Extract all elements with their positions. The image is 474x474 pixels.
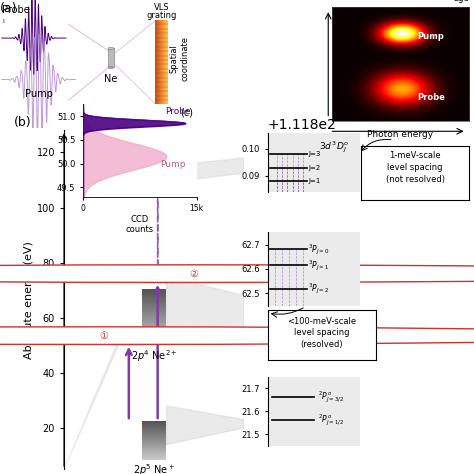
X-axis label: CCD
counts: CCD counts (126, 215, 154, 234)
Text: $2p^4$ Ne$^{2+}$: $2p^4$ Ne$^{2+}$ (131, 348, 177, 364)
Text: Probe: Probe (2, 5, 29, 15)
Polygon shape (114, 21, 155, 54)
Text: age: age (454, 0, 469, 2)
Text: Photon energy: Photon energy (367, 130, 434, 139)
Circle shape (0, 327, 474, 345)
Text: $_{\rm I}$: $_{\rm I}$ (2, 17, 5, 26)
Polygon shape (114, 64, 155, 104)
Text: VLS: VLS (154, 3, 170, 12)
Text: $^2P^o_{J=1/2}$: $^2P^o_{J=1/2}$ (318, 412, 344, 428)
Polygon shape (167, 276, 244, 345)
Text: (c): (c) (180, 107, 193, 117)
Text: 1-meV-scale
level spacing
(not resolved): 1-meV-scale level spacing (not resolved) (386, 151, 445, 183)
Polygon shape (64, 341, 118, 469)
Text: $^3P_{J=2}$: $^3P_{J=2}$ (309, 282, 330, 296)
Text: $^3P_{J=0}$: $^3P_{J=0}$ (309, 242, 330, 256)
Ellipse shape (108, 66, 114, 68)
Text: $3d\,{}^3D^o_J$: $3d\,{}^3D^o_J$ (319, 140, 349, 155)
Text: (b): (b) (14, 116, 31, 128)
Text: grating: grating (147, 11, 177, 20)
Polygon shape (167, 406, 244, 445)
Ellipse shape (108, 47, 114, 49)
Text: Probe: Probe (417, 93, 445, 102)
Text: J=1: J=1 (309, 178, 321, 184)
Text: Spatial
coordinate: Spatial coordinate (169, 36, 190, 82)
Text: Pump: Pump (160, 160, 186, 169)
Text: $^2P^o_{J=3/2}$: $^2P^o_{J=3/2}$ (318, 390, 344, 405)
Text: Pump: Pump (417, 32, 444, 41)
Text: Ne: Ne (104, 74, 118, 84)
Text: J=3: J=3 (309, 151, 321, 157)
Text: $2p^5$ Ne$^+$: $2p^5$ Ne$^+$ (133, 462, 175, 474)
Text: Probe: Probe (165, 107, 191, 116)
Text: J=2: J=2 (309, 165, 321, 171)
Text: (a): (a) (0, 2, 18, 15)
Polygon shape (68, 24, 113, 54)
Circle shape (0, 265, 474, 283)
Text: $2p^3 3d$ Ne$^{2+}$: $2p^3 3d$ Ne$^{2+}$ (98, 155, 156, 170)
Text: ①: ① (99, 331, 108, 341)
Polygon shape (167, 158, 244, 182)
Y-axis label: Absolute energy (eV): Absolute energy (eV) (24, 241, 34, 359)
Bar (108, 48, 114, 67)
Text: Pump: Pump (25, 89, 53, 99)
Text: ②: ② (189, 269, 198, 279)
Text: <100-meV-scale
level spacing
(resolved): <100-meV-scale level spacing (resolved) (287, 317, 356, 349)
Text: $^3P_{J=1}$: $^3P_{J=1}$ (309, 258, 330, 273)
Polygon shape (68, 64, 113, 100)
